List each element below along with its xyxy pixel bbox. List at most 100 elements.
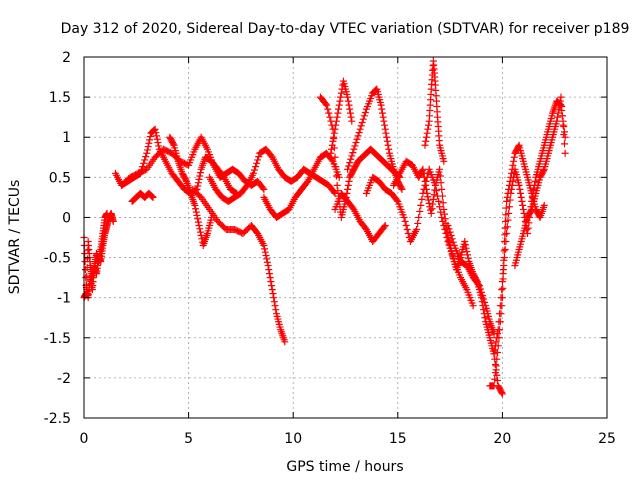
data-point bbox=[398, 185, 406, 193]
data-point bbox=[328, 141, 336, 149]
data-point bbox=[361, 108, 369, 116]
data-point bbox=[354, 132, 362, 140]
data-point bbox=[255, 153, 263, 161]
data-point bbox=[427, 209, 435, 217]
data-point bbox=[346, 105, 354, 113]
data-point bbox=[449, 238, 457, 246]
data-point bbox=[498, 390, 506, 398]
data-point bbox=[505, 209, 513, 217]
data-point bbox=[490, 382, 498, 390]
data-point bbox=[264, 262, 272, 270]
data-point bbox=[266, 274, 274, 282]
plot-points bbox=[80, 57, 569, 398]
data-point bbox=[441, 210, 449, 218]
data-point bbox=[351, 142, 359, 150]
data-point bbox=[517, 189, 525, 197]
data-point bbox=[423, 129, 431, 137]
data-point bbox=[192, 208, 200, 216]
data-point bbox=[154, 139, 162, 147]
data-point bbox=[344, 181, 352, 189]
data-point bbox=[430, 191, 438, 199]
data-point bbox=[357, 122, 365, 130]
x-tick-label: 20 bbox=[493, 431, 511, 447]
data-point bbox=[496, 310, 504, 318]
data-point bbox=[421, 177, 429, 185]
data-point bbox=[345, 101, 353, 109]
data-point bbox=[196, 172, 204, 180]
y-tick-labels: -2.5 -2 -1.5 -1 -0.5 0 0.5 1 1.5 2 bbox=[44, 50, 71, 427]
plot-frame bbox=[83, 56, 608, 419]
data-point bbox=[271, 302, 279, 310]
data-point bbox=[475, 282, 483, 290]
data-point bbox=[144, 143, 152, 151]
data-point bbox=[435, 197, 443, 205]
data-point bbox=[503, 197, 511, 205]
data-point bbox=[510, 157, 518, 165]
data-point bbox=[429, 195, 437, 203]
data-point bbox=[498, 389, 506, 397]
data-point bbox=[348, 117, 356, 125]
data-point bbox=[404, 229, 412, 237]
data-point bbox=[379, 113, 387, 121]
data-point bbox=[403, 225, 411, 233]
data-point bbox=[344, 185, 352, 193]
data-point bbox=[415, 213, 423, 221]
data-point bbox=[146, 133, 154, 141]
series-e bbox=[128, 189, 157, 205]
data-point bbox=[503, 223, 511, 231]
data-point bbox=[561, 149, 569, 157]
data-point bbox=[447, 231, 455, 239]
chart-title: Day 312 of 2020, Sidereal Day-to-day VTE… bbox=[61, 21, 630, 37]
data-point bbox=[431, 186, 439, 194]
data-point bbox=[507, 185, 515, 193]
data-point bbox=[265, 270, 273, 278]
data-point bbox=[329, 137, 337, 145]
data-point bbox=[352, 139, 360, 147]
data-point bbox=[540, 167, 548, 175]
data-point bbox=[350, 145, 358, 153]
data-point bbox=[383, 133, 391, 141]
series-q bbox=[444, 221, 498, 338]
data-point bbox=[381, 125, 389, 133]
data-point bbox=[381, 121, 389, 129]
data-point bbox=[436, 172, 444, 180]
data-point bbox=[380, 223, 388, 231]
data-point bbox=[479, 292, 487, 300]
data-point bbox=[493, 355, 501, 363]
data-point bbox=[464, 251, 472, 259]
y-tick-label: -1.5 bbox=[44, 331, 71, 347]
data-point bbox=[195, 221, 203, 229]
data-point bbox=[417, 201, 425, 209]
data-point bbox=[335, 101, 343, 109]
data-point bbox=[492, 338, 500, 346]
data-point bbox=[508, 181, 516, 189]
data-point bbox=[358, 119, 366, 127]
data-point bbox=[332, 172, 340, 180]
data-point bbox=[332, 163, 340, 171]
data-point bbox=[143, 149, 151, 157]
data-point bbox=[506, 196, 514, 204]
series-g bbox=[189, 185, 289, 346]
data-point bbox=[439, 199, 447, 207]
y-tick-label: 2 bbox=[62, 50, 71, 66]
data-point bbox=[153, 135, 161, 143]
data-point bbox=[259, 184, 267, 192]
data-point bbox=[515, 181, 523, 189]
data-point bbox=[324, 105, 332, 113]
data-point bbox=[424, 125, 432, 133]
data-point bbox=[333, 181, 341, 189]
data-point bbox=[378, 109, 386, 117]
data-point bbox=[510, 153, 518, 161]
data-point bbox=[330, 188, 338, 196]
data-point bbox=[420, 173, 428, 181]
data-point bbox=[261, 245, 269, 253]
data-point bbox=[265, 266, 273, 274]
data-point bbox=[326, 113, 334, 121]
data-point bbox=[499, 284, 507, 292]
data-point bbox=[152, 129, 160, 137]
axis-ticks bbox=[83, 56, 608, 419]
data-point bbox=[422, 137, 430, 145]
x-tick-label: 10 bbox=[284, 431, 302, 447]
data-point bbox=[194, 218, 202, 226]
data-point bbox=[385, 145, 393, 153]
